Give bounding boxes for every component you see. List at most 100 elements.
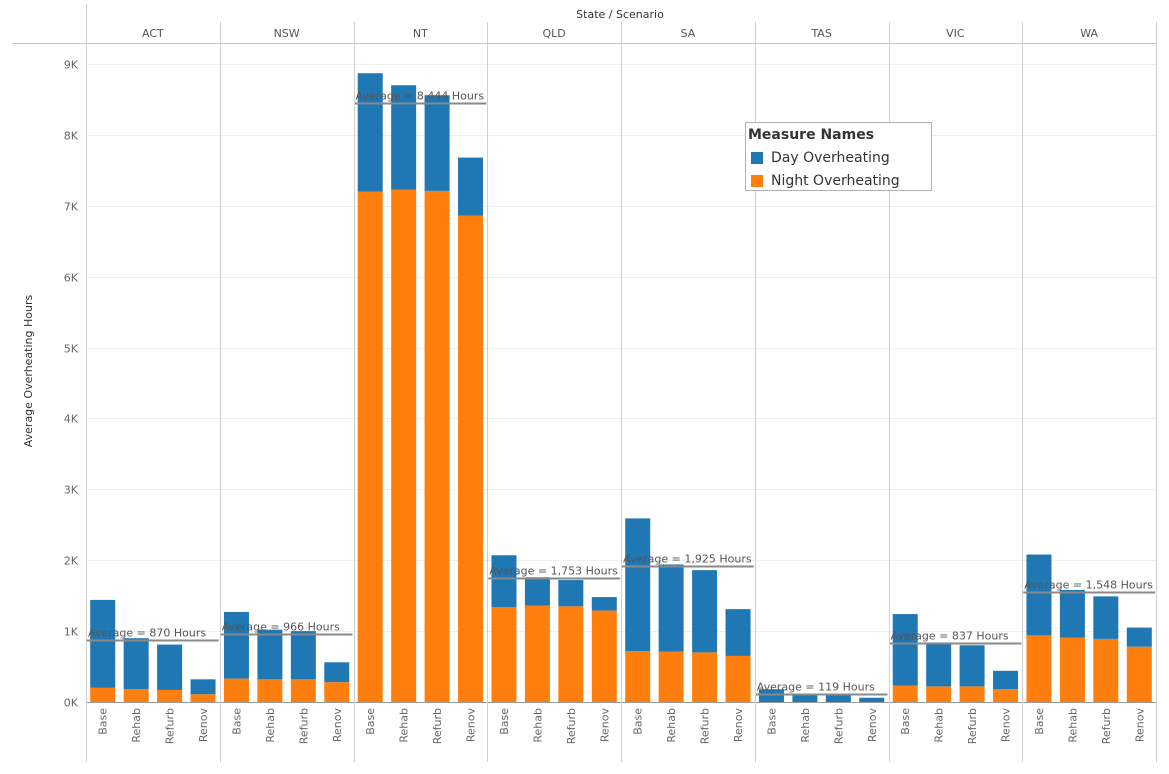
bar-day-act-rehab[interactable] — [123, 638, 149, 690]
bar-day-act-renov[interactable] — [190, 679, 216, 695]
y-tick-label: 0K — [64, 697, 79, 710]
bar-day-nt-refurb[interactable] — [424, 95, 450, 191]
bar-day-sa-base[interactable] — [625, 518, 651, 651]
bar-day-wa-refurb[interactable] — [1093, 596, 1119, 639]
bar-night-sa-base[interactable] — [625, 650, 651, 702]
bar-night-sa-refurb[interactable] — [692, 652, 718, 702]
bar-day-act-base[interactable] — [90, 599, 116, 688]
bar-night-act-refurb[interactable] — [157, 689, 183, 702]
bar-night-nsw-base[interactable] — [223, 678, 249, 702]
bar-day-qld-refurb[interactable] — [558, 580, 584, 607]
bars-layer — [90, 73, 1152, 703]
bar-day-wa-renov[interactable] — [1126, 627, 1152, 647]
x-tick-label: Rehab — [398, 708, 411, 743]
bar-night-nsw-refurb[interactable] — [290, 679, 316, 702]
bar-day-sa-rehab[interactable] — [658, 564, 684, 652]
bar-day-qld-rehab[interactable] — [524, 577, 550, 606]
bar-night-wa-renov[interactable] — [1126, 646, 1152, 702]
bar-day-vic-refurb[interactable] — [959, 645, 985, 687]
bar-day-nt-renov[interactable] — [458, 157, 484, 216]
bar-day-qld-renov[interactable] — [591, 597, 617, 611]
x-tick-label: Rehab — [665, 708, 678, 743]
x-tick-label: Rehab — [531, 708, 544, 743]
bar-day-tas-base[interactable] — [758, 689, 784, 702]
bar-night-vic-rehab[interactable] — [926, 686, 952, 702]
bar-day-tas-refurb[interactable] — [825, 694, 851, 702]
bar-night-act-renov[interactable] — [190, 694, 216, 702]
bar-night-nsw-renov[interactable] — [324, 682, 350, 702]
average-label-wa: Average = 1,548 Hours — [1024, 579, 1153, 592]
x-tick-label: Base — [230, 708, 243, 735]
x-tick-label: Renov — [1000, 708, 1013, 743]
bar-day-sa-renov[interactable] — [725, 609, 751, 656]
bar-day-sa-refurb[interactable] — [692, 570, 718, 653]
bar-day-vic-base[interactable] — [892, 614, 918, 686]
bar-night-wa-base[interactable] — [1026, 635, 1052, 702]
bar-night-vic-renov[interactable] — [993, 689, 1019, 702]
state-header-act: ACT — [142, 27, 164, 40]
x-tick-label: Rehab — [933, 708, 946, 743]
y-tick-label: 5K — [64, 343, 79, 356]
bar-night-act-rehab[interactable] — [123, 689, 149, 702]
x-tick-label: Base — [765, 708, 778, 735]
average-label-nsw: Average = 966 Hours — [222, 621, 340, 634]
bar-night-qld-renov[interactable] — [591, 610, 617, 702]
average-label-vic: Average = 837 Hours — [891, 630, 1009, 643]
bar-day-nt-base[interactable] — [357, 73, 383, 192]
bar-night-qld-refurb[interactable] — [558, 606, 584, 702]
average-label-sa: Average = 1,925 Hours — [623, 553, 752, 566]
bar-day-act-refurb[interactable] — [157, 644, 183, 690]
bar-day-tas-rehab[interactable] — [792, 693, 818, 702]
legend-title: Measure Names — [748, 127, 875, 143]
bar-night-qld-base[interactable] — [491, 607, 517, 702]
state-header-vic: VIC — [946, 27, 965, 40]
x-tick-label: Renov — [866, 708, 879, 743]
bar-night-nt-refurb[interactable] — [424, 190, 450, 702]
legend[interactable]: Measure Names Day Overheating Night Over… — [745, 122, 932, 191]
legend-item-night[interactable]: Night Overheating — [751, 173, 900, 189]
bar-day-nsw-renov[interactable] — [324, 662, 350, 683]
state-header-sa: SA — [681, 27, 696, 40]
legend-item-day[interactable]: Day Overheating — [751, 150, 890, 166]
bar-night-nt-base[interactable] — [357, 191, 383, 702]
bar-night-qld-rehab[interactable] — [524, 605, 550, 702]
y-tick-label: 3K — [64, 484, 79, 497]
bar-night-sa-renov[interactable] — [725, 655, 751, 702]
bar-day-nsw-base[interactable] — [223, 611, 249, 679]
bar-day-vic-renov[interactable] — [993, 670, 1019, 690]
bar-night-vic-refurb[interactable] — [959, 686, 985, 702]
x-tick-label: Renov — [331, 708, 344, 743]
bar-day-nsw-rehab[interactable] — [257, 629, 283, 680]
bar-night-wa-refurb[interactable] — [1093, 638, 1119, 702]
bar-night-nsw-rehab[interactable] — [257, 679, 283, 702]
legend-swatch-day — [751, 152, 763, 164]
average-lines-layer: Average = 870 Hours Average = 966 Hours Av… — [87, 90, 1155, 696]
bar-night-nt-renov[interactable] — [458, 215, 484, 703]
bar-day-qld-base[interactable] — [491, 555, 517, 608]
x-tick-label: Refurb — [1100, 708, 1113, 744]
x-tick-label: Base — [1033, 708, 1046, 735]
x-tick-label: Refurb — [431, 708, 444, 744]
bar-day-tas-renov[interactable] — [859, 697, 885, 702]
bar-day-wa-rehab[interactable] — [1059, 589, 1085, 638]
x-tick-label: Base — [97, 708, 110, 735]
bar-day-nsw-refurb[interactable] — [290, 631, 316, 680]
y-tick-label: 6K — [64, 272, 79, 285]
bar-night-act-base[interactable] — [90, 687, 116, 702]
bar-night-wa-rehab[interactable] — [1059, 637, 1085, 702]
bar-night-nt-rehab[interactable] — [391, 189, 417, 702]
y-tick-label: 7K — [64, 201, 79, 214]
x-tick-label: Renov — [732, 708, 745, 743]
state-header-qld: QLD — [542, 27, 565, 40]
state-header-wa: WA — [1080, 27, 1098, 40]
bar-night-vic-base[interactable] — [892, 685, 918, 702]
y-tick-label: 4K — [64, 413, 79, 426]
bar-day-vic-rehab[interactable] — [926, 642, 952, 687]
y-tick-label: 8K — [64, 130, 79, 143]
bar-night-sa-rehab[interactable] — [658, 651, 684, 702]
average-label-qld: Average = 1,753 Hours — [489, 565, 618, 578]
x-tick-label: Refurb — [164, 708, 177, 744]
x-tick-label: Refurb — [565, 708, 578, 744]
bar-day-wa-base[interactable] — [1026, 554, 1052, 636]
